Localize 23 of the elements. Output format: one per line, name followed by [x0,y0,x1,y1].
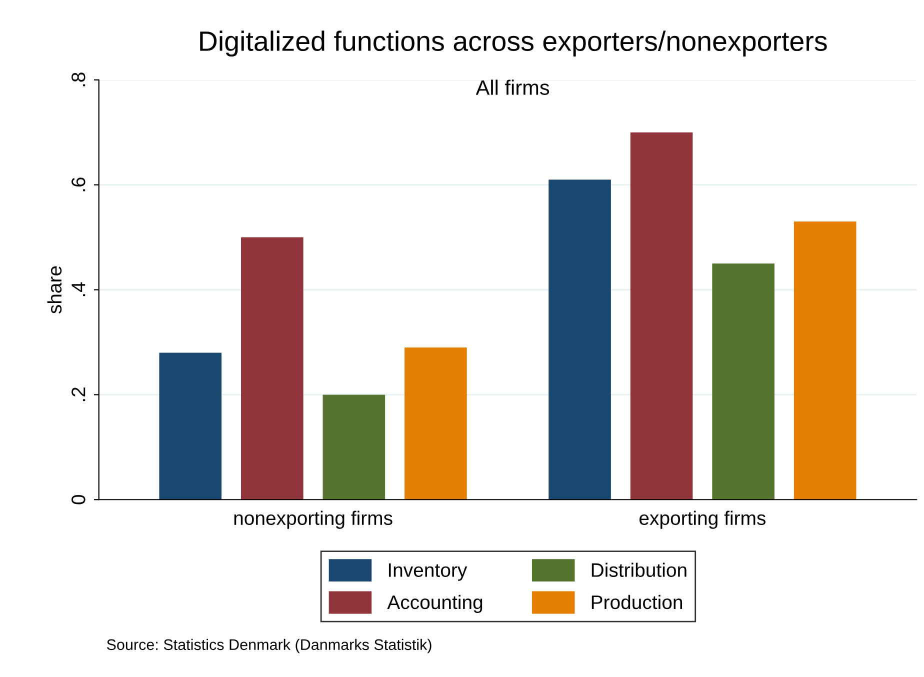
bar [159,352,222,500]
bar [794,222,856,500]
legend-label: Production [592,594,682,610]
bar [404,347,467,500]
y-tick-label: .2 [72,388,86,402]
bar [548,180,611,500]
bar [241,237,304,500]
x-tick-label: exporting firms [640,510,766,529]
y-axis-title: share [47,266,62,314]
legend-label: Inventory [388,563,468,581]
legend-label: Distribution [592,562,686,577]
chart-subtitle: All firms [476,80,550,95]
chart-title: Digitalized functions across exporters/nonexporters [200,30,827,57]
y-tick-label: .4 [72,282,86,296]
y-tick-label: .6 [72,178,86,192]
legend-label: Accounting [387,594,482,614]
source-note: Source: Statistics Denmark (Danmarks Statistik) [106,638,432,654]
y-tick-label: 0 [72,494,86,504]
x-tick-label: nonexporting firms [234,510,392,529]
bar [630,132,693,500]
y-tick-label: .8 [72,72,86,86]
bar [712,264,774,500]
bar [322,394,386,500]
